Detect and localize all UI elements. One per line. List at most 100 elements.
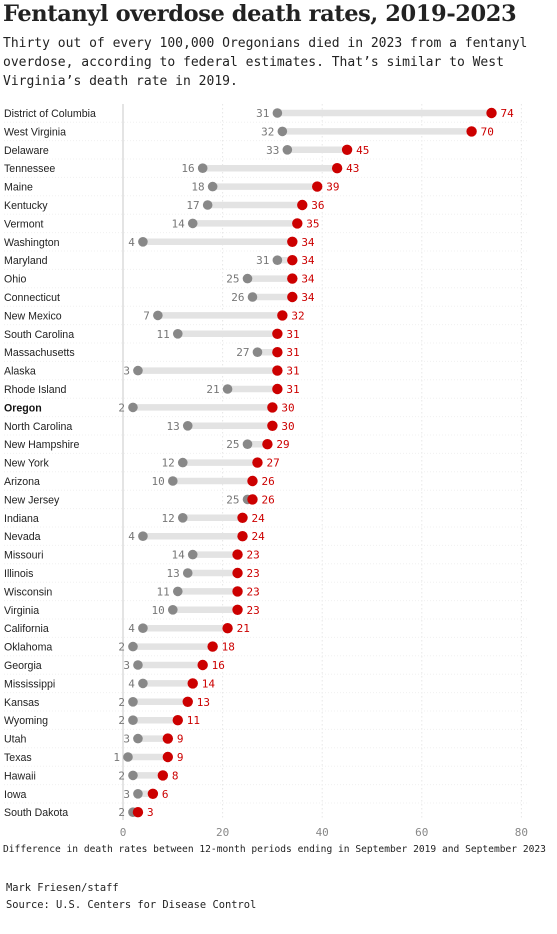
rate-2023-dot xyxy=(297,199,308,211)
rate-2019-label: 16 xyxy=(181,162,194,175)
rate-2023-label: 23 xyxy=(247,585,260,598)
state-label: Utah xyxy=(4,734,26,746)
rate-2023-label: 23 xyxy=(247,604,260,617)
rate-2023-dot xyxy=(287,291,298,303)
rate-2023-dot xyxy=(287,236,298,247)
rate-2023-label: 36 xyxy=(311,199,324,212)
state-label: Connecticut xyxy=(4,292,60,304)
state-label: Hawaii xyxy=(4,770,36,782)
state-label: Wisconsin xyxy=(4,586,52,598)
rate-2023-label: 74 xyxy=(501,107,515,120)
rate-2019-label: 10 xyxy=(152,604,165,617)
x-tick-label: 40 xyxy=(316,826,329,839)
rate-2023-dot xyxy=(267,402,278,413)
rate-2023-dot xyxy=(232,549,243,560)
rate-2023-label: 11 xyxy=(187,714,200,727)
rate-2023-label: 18 xyxy=(222,641,235,654)
x-tick-label: 60 xyxy=(415,826,428,839)
rate-2023-dot xyxy=(237,531,248,542)
rate-2023-label: 21 xyxy=(237,622,250,635)
rate-2023-dot xyxy=(287,273,298,284)
rate-2023-label: 24 xyxy=(252,512,266,525)
rate-2019-dot xyxy=(133,365,143,376)
rate-2023-label: 27 xyxy=(266,457,279,470)
rate-2019-dot xyxy=(272,255,283,265)
rate-2019-dot xyxy=(128,715,138,725)
rate-2023-dot xyxy=(197,659,208,671)
x-tick-label: 20 xyxy=(216,826,229,839)
state-label: Mississippi xyxy=(4,678,55,690)
chart-subtitle: Thirty out of every 100,000 Oregonians d… xyxy=(3,36,528,89)
rate-2019-label: 3 xyxy=(123,659,130,672)
state-label: South Dakota xyxy=(4,807,68,819)
credits: Mark Friesen/staff Source: U.S. Centers … xyxy=(6,880,546,914)
rate-2019-dot xyxy=(153,310,163,321)
state-label: New Hampshire xyxy=(4,439,79,451)
rate-2023-label: 14 xyxy=(202,677,216,690)
rate-2019-dot xyxy=(222,384,233,394)
rate-2023-label: 32 xyxy=(291,309,304,322)
rate-2023-dot xyxy=(466,126,477,137)
rate-2023-label: 23 xyxy=(247,567,260,580)
state-label: New Mexico xyxy=(4,310,62,322)
state-label: Maryland xyxy=(4,255,48,267)
rate-2023-dot xyxy=(147,788,159,799)
rate-2023-dot xyxy=(157,770,169,781)
x-tick-label: 80 xyxy=(515,826,528,839)
state-label: Ohio xyxy=(4,274,26,286)
rate-2023-label: 9 xyxy=(177,733,184,746)
rate-2023-dot xyxy=(207,641,218,652)
rate-2019-label: 13 xyxy=(166,420,179,433)
rate-2019-label: 2 xyxy=(118,641,125,654)
rate-2019-dot xyxy=(168,605,178,615)
rate-2019-label: 3 xyxy=(123,365,130,378)
rate-2023-label: 24 xyxy=(252,530,266,543)
rate-2023-dot xyxy=(272,328,283,339)
rate-2023-label: 26 xyxy=(261,493,274,506)
rate-2019-label: 12 xyxy=(162,457,175,470)
rate-2019-dot xyxy=(138,623,148,633)
rate-2019-dot xyxy=(182,568,193,578)
rate-2023-label: 34 xyxy=(301,273,315,286)
rate-2023-label: 30 xyxy=(281,420,294,433)
rate-2019-dot xyxy=(197,163,208,173)
rate-2019-dot xyxy=(282,145,293,155)
rate-2023-label: 8 xyxy=(172,769,179,782)
rate-2019-label: 31 xyxy=(256,254,269,267)
state-label: Indiana xyxy=(4,513,39,525)
state-label: Massachusetts xyxy=(4,347,75,359)
rate-2023-dot xyxy=(232,567,243,579)
state-label: Arizona xyxy=(4,476,40,488)
rate-2019-dot xyxy=(187,218,198,229)
rate-2023-label: 16 xyxy=(212,659,225,672)
rate-2019-label: 25 xyxy=(226,493,239,506)
rate-2019-label: 14 xyxy=(171,549,185,562)
rate-2019-label: 4 xyxy=(128,530,135,543)
source-line: Source: U.S. Centers for Disease Control xyxy=(6,899,257,911)
rate-2023-dot xyxy=(187,678,198,689)
rate-2023-dot xyxy=(292,218,303,229)
rate-2019-dot xyxy=(182,421,193,431)
chart-title: Fentanyl overdose death rates, 2019-2023 xyxy=(3,1,517,27)
rate-2019-dot xyxy=(138,678,148,689)
state-label: New York xyxy=(4,458,49,470)
state-label: Alaska xyxy=(4,366,36,378)
state-label: Maine xyxy=(4,182,33,194)
rate-2019-label: 17 xyxy=(186,199,199,212)
rate-2023-dot xyxy=(132,807,144,818)
rate-2019-label: 2 xyxy=(118,696,125,709)
rate-2023-dot xyxy=(222,623,233,634)
rate-2019-dot xyxy=(272,108,283,118)
rate-2023-label: 23 xyxy=(247,549,260,562)
rate-2019-label: 25 xyxy=(226,273,239,286)
rate-2023-label: 31 xyxy=(286,328,299,341)
rate-2023-label: 35 xyxy=(306,217,319,230)
rate-2019-dot xyxy=(172,329,183,339)
state-label: Oregon xyxy=(4,402,42,414)
rate-2023-dot xyxy=(272,365,283,376)
rate-2019-dot xyxy=(252,347,263,358)
rate-2019-dot xyxy=(128,402,138,413)
rate-2019-label: 26 xyxy=(231,291,244,304)
rate-2019-dot xyxy=(138,531,148,541)
rate-2023-label: 6 xyxy=(162,788,169,801)
